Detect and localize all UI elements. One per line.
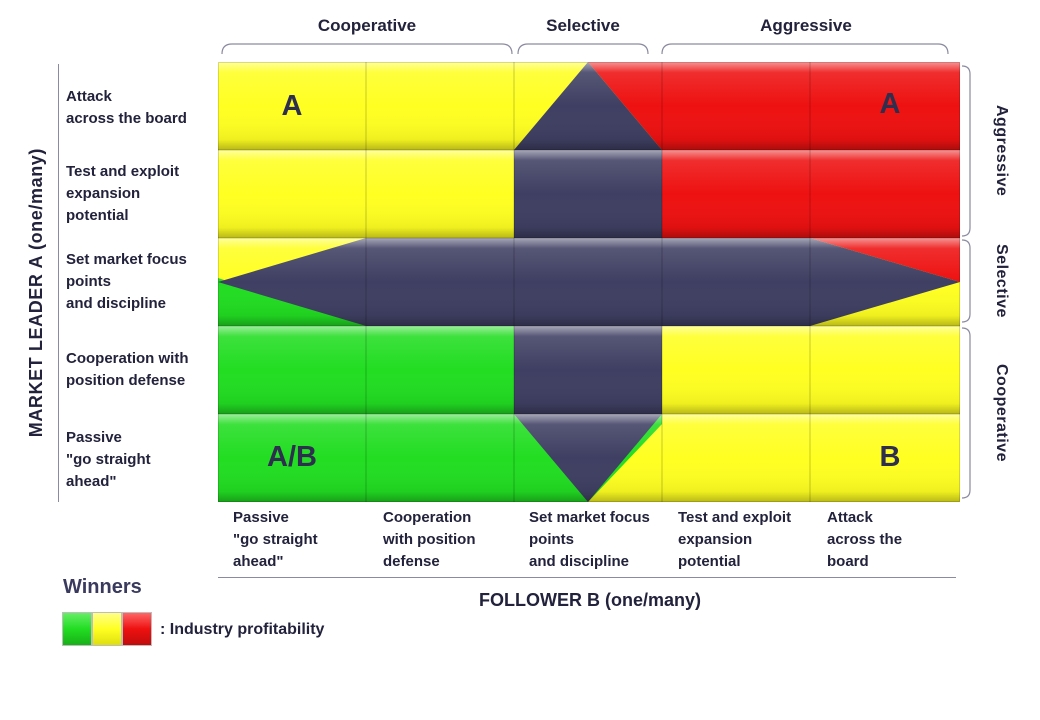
bottom-axis-line [218,577,956,578]
row-label-attack: Attack across the board [66,88,187,127]
top-group-aggressive: Aggressive [760,16,852,35]
col-label-passive: Passive "go straight ahead" [233,509,318,570]
row-label-market-focus: Set market focus points and discipline [66,251,187,312]
cell-letter-bottom-left: A/B [267,441,317,473]
row-label-cooperation: Cooperation with position defense [66,350,189,389]
cell-letter-top-right: A [879,88,901,120]
top-group-cooperative: Cooperative [317,16,417,35]
legend-swatch-red [122,612,152,646]
side-braces [961,65,971,499]
bevel-overlay [218,62,960,502]
col-label-cooperation: Cooperation with position defense [383,509,476,570]
side-group-selective: Selective [993,244,1010,318]
legend-text: : Industry profitability [160,621,325,638]
legend-title: Winners [63,576,142,598]
grid-lines [218,62,960,502]
col-label-test-exploit: Test and exploit expansion potential [678,509,792,570]
row-label-test-exploit: Test and exploit expansion potential [66,163,180,224]
legend-swatch-green [62,612,92,646]
col-label-attack: Attack across the board [827,509,903,570]
col-label-market-focus: Set market focus points and discipline [529,509,650,570]
strategy-matrix [218,62,960,502]
side-group-aggressive: Aggressive [993,105,1010,197]
row-label-passive: Passive "go straight ahead" [66,429,151,490]
left-axis-line [58,64,59,502]
legend-swatch-yellow [92,612,122,646]
side-group-cooperative: Cooperative [993,364,1010,462]
top-group-selective: Selective [546,16,620,35]
y-axis-title: MARKET LEADER A (one/many) [25,147,46,438]
top-braces [221,43,949,55]
x-axis-title: FOLLOWER B (one/many) [479,590,701,610]
cell-letter-bottom-right: B [879,441,901,473]
cell-letter-top-left: A [281,90,303,122]
